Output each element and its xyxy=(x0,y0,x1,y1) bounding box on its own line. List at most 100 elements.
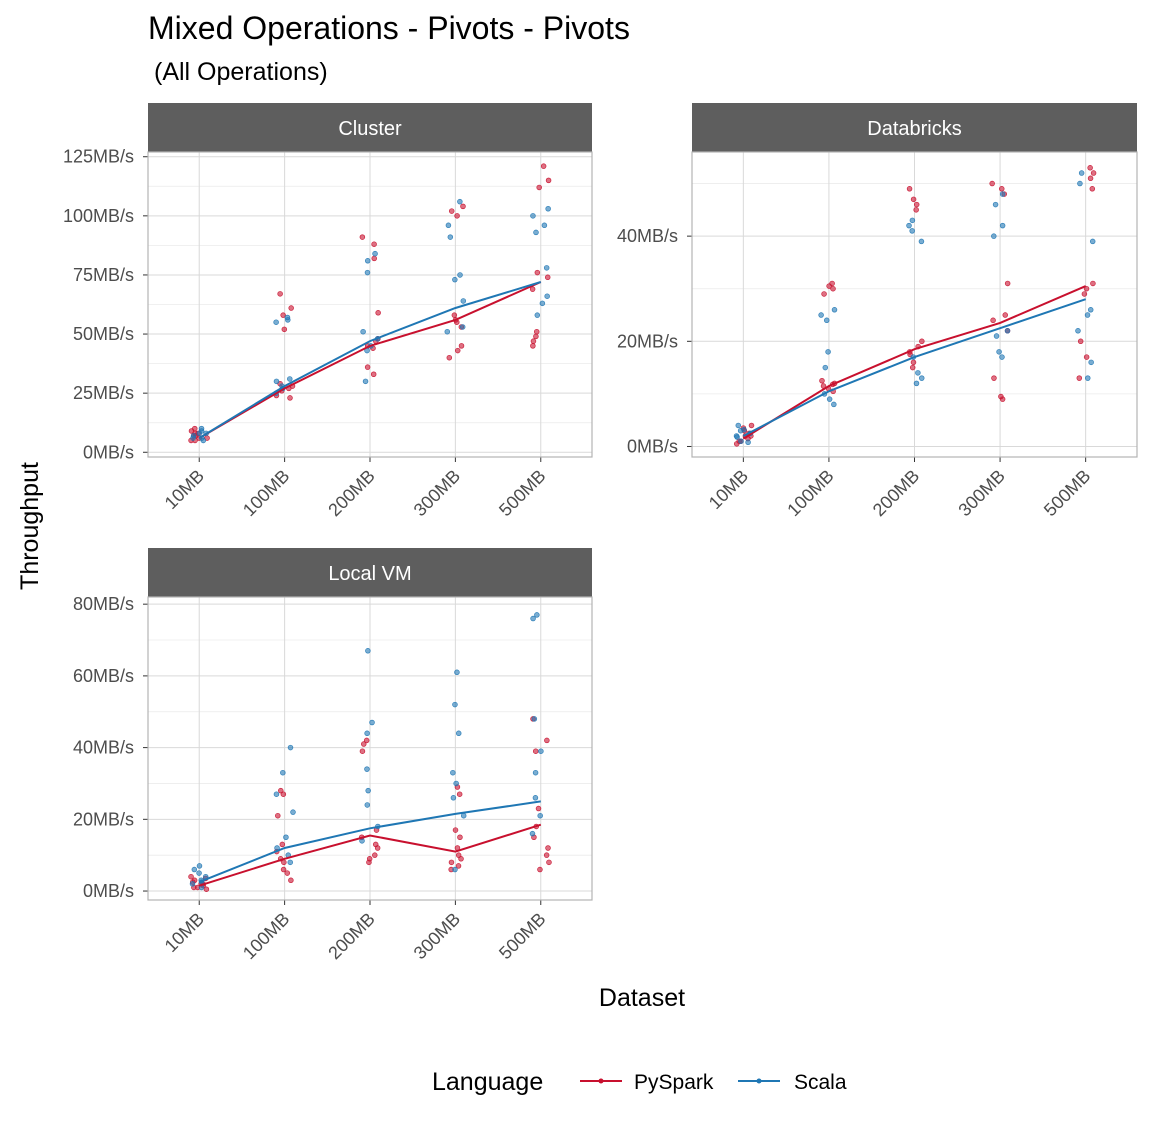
data-point-scala xyxy=(364,766,370,772)
data-point-scala xyxy=(1004,328,1011,334)
data-point-pyspark xyxy=(359,234,366,240)
data-point-pyspark xyxy=(989,180,995,187)
data-point-pyspark xyxy=(188,873,194,880)
data-point-pyspark xyxy=(826,283,832,289)
data-point-pyspark xyxy=(1090,280,1096,287)
data-point-scala xyxy=(460,298,467,304)
x-tick-label: 500MB xyxy=(495,909,549,963)
data-point-scala xyxy=(529,830,536,837)
data-point-scala xyxy=(460,812,467,819)
x-tick-label: 500MB xyxy=(1040,466,1094,520)
x-tick-label: 10MB xyxy=(705,466,752,513)
x-tick-label: 300MB xyxy=(954,466,1008,520)
data-point-pyspark xyxy=(277,291,283,297)
data-point-pyspark xyxy=(288,305,294,311)
data-point-scala xyxy=(544,293,550,299)
data-point-scala xyxy=(283,834,289,840)
data-point-pyspark xyxy=(448,859,455,866)
y-tick-label: 50MB/s xyxy=(73,324,134,344)
data-point-pyspark xyxy=(366,856,373,862)
data-point-pyspark xyxy=(529,286,536,292)
panel-border xyxy=(147,151,593,458)
data-point-scala xyxy=(365,787,371,794)
y-tick-label: 25MB/s xyxy=(73,383,134,403)
data-point-scala xyxy=(831,307,838,313)
data-point-scala xyxy=(1085,375,1091,381)
y-tick-label: 125MB/s xyxy=(63,147,134,167)
data-point-pyspark xyxy=(990,317,996,324)
series-line-pyspark xyxy=(198,281,542,439)
y-axis-title: Throughput xyxy=(16,462,44,590)
data-point-scala xyxy=(537,812,543,819)
data-point-pyspark xyxy=(545,845,551,851)
data-point-pyspark xyxy=(460,203,466,210)
series-line-scala xyxy=(742,298,1087,437)
data-point-pyspark xyxy=(1083,354,1090,360)
data-point-scala xyxy=(273,791,280,797)
data-point-pyspark xyxy=(1087,165,1093,171)
data-point-scala xyxy=(453,780,459,787)
data-point-scala xyxy=(1089,238,1096,245)
y-tick-label: 100MB/s xyxy=(63,206,134,226)
data-point-pyspark xyxy=(280,866,287,873)
data-point-scala xyxy=(538,748,544,754)
data-point-scala xyxy=(996,349,1002,355)
data-point-scala xyxy=(533,229,539,236)
data-point-scala xyxy=(372,250,378,257)
legend-label-scala: Scala xyxy=(794,1071,847,1094)
data-point-pyspark xyxy=(748,422,755,429)
data-point-scala xyxy=(1088,359,1094,366)
data-point-scala xyxy=(906,222,912,229)
data-point-scala xyxy=(909,217,916,224)
chart-subtitle: (All Operations) xyxy=(154,58,328,86)
panel-local-vm: Local VM 0MB/s 20MB/s 40MB/s 60MB/s 80MB/s 10M… xyxy=(73,548,593,963)
y-tick-label: 75MB/s xyxy=(73,265,134,285)
data-point-pyspark xyxy=(457,834,463,840)
x-tick-label: 300MB xyxy=(410,466,464,520)
data-point-scala xyxy=(1077,180,1083,187)
data-point-pyspark xyxy=(284,870,291,876)
chart-title: Mixed Operations - Pivots - Pivots xyxy=(148,10,630,46)
data-point-scala xyxy=(455,730,462,737)
x-tick-label: 500MB xyxy=(495,466,549,520)
y-tick-label: 80MB/s xyxy=(73,594,134,614)
series-line-pyspark xyxy=(198,823,542,887)
data-point-scala xyxy=(362,378,369,385)
data-point-scala xyxy=(825,349,831,355)
data-point-pyspark xyxy=(454,213,460,219)
data-point-pyspark xyxy=(288,877,294,884)
data-point-pyspark xyxy=(359,748,366,754)
data-point-pyspark xyxy=(530,338,537,344)
data-point-scala xyxy=(534,612,540,618)
data-point-pyspark xyxy=(534,269,541,276)
series-line-pyspark xyxy=(742,285,1087,440)
data-point-scala xyxy=(445,222,452,229)
data-point-scala xyxy=(539,300,546,307)
y-tick-label: 40MB/s xyxy=(617,226,678,246)
data-point-scala xyxy=(198,425,205,432)
data-point-scala xyxy=(450,769,456,776)
data-point-pyspark xyxy=(203,886,210,892)
data-point-scala xyxy=(745,439,751,446)
data-point-pyspark xyxy=(546,859,552,866)
data-point-pyspark xyxy=(543,852,550,858)
data-point-scala xyxy=(915,370,921,376)
y-tick-label: 40MB/s xyxy=(73,738,134,758)
data-point-pyspark xyxy=(1077,338,1084,345)
data-point-pyspark xyxy=(530,343,536,349)
data-point-scala xyxy=(1078,170,1085,176)
legend-key-pyspark-point xyxy=(598,1078,604,1084)
data-point-scala xyxy=(534,312,541,318)
data-point-pyspark xyxy=(454,347,461,354)
data-point-pyspark xyxy=(370,371,377,377)
data-point-scala xyxy=(459,324,466,330)
x-tick-label: 200MB xyxy=(869,466,923,520)
panel-cluster: Cluster 0MB/s 25MB/s 50MB/s 75MB/s 100MB/s 125… xyxy=(63,103,593,520)
data-point-pyspark xyxy=(372,852,378,858)
data-point-pyspark xyxy=(1002,312,1008,318)
data-point-pyspark xyxy=(1090,170,1097,176)
data-point-scala xyxy=(280,769,286,776)
data-point-scala xyxy=(999,191,1006,197)
data-point-scala xyxy=(452,276,458,283)
